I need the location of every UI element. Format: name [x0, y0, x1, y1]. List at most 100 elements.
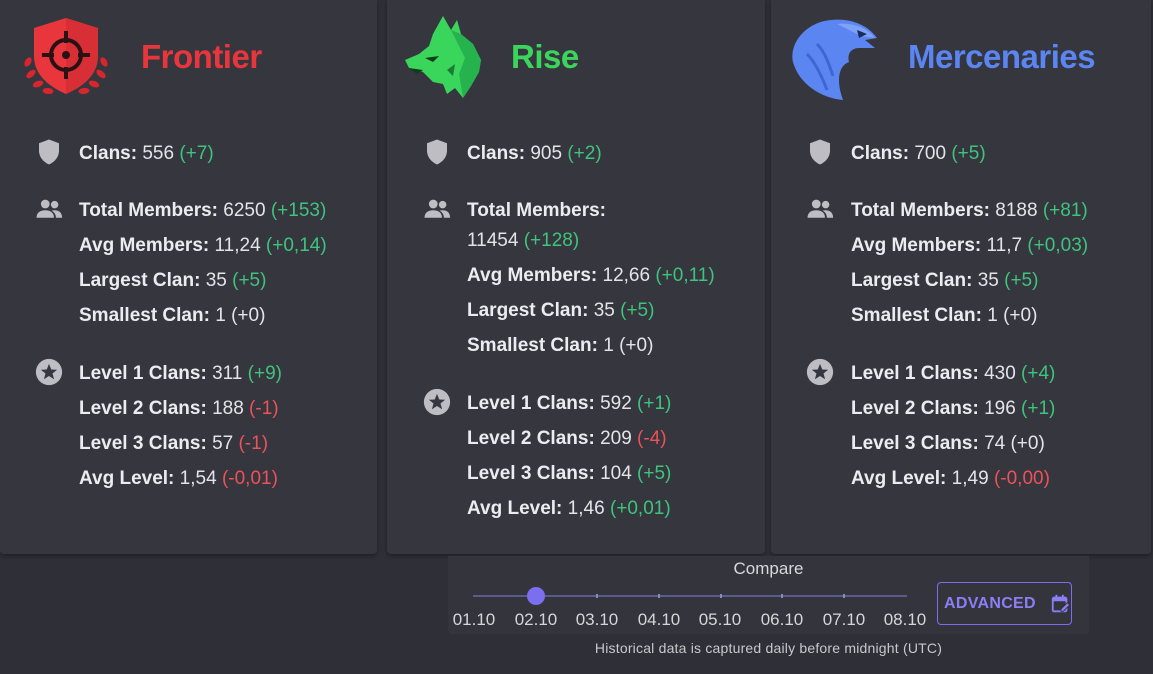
shield-icon — [39, 139, 59, 165]
faction-name: Mercenaries — [908, 38, 1096, 75]
stat-delta: (+5) — [620, 300, 655, 321]
advanced-button[interactable]: ADVANCED — [937, 582, 1072, 625]
stat-value: 11,7 — [986, 235, 1023, 256]
stat-delta: (+2) — [567, 143, 602, 164]
date-label[interactable]: 08.10 — [883, 610, 927, 629]
compare-panel: 01.10 02.10 03.10 04.10 05.10 06.10 07.1… — [448, 556, 1089, 634]
stat-value: 35 — [205, 270, 227, 291]
stat-delta: (+0,14) — [265, 235, 327, 256]
stat-label: Total Members: — [851, 200, 991, 221]
stat-value: 1 — [215, 305, 226, 326]
date-label[interactable]: 03.10 — [575, 610, 619, 629]
stat-label: Largest Clan: — [467, 300, 589, 321]
stat-label: Level 3 Clans: — [467, 463, 595, 484]
stat-value: 905 — [530, 143, 563, 164]
stat-delta: (+128) — [523, 230, 580, 251]
stat-delta: (+153) — [270, 200, 327, 221]
stat-delta: (+5) — [951, 143, 986, 164]
stat-delta: (+1) — [1021, 398, 1056, 419]
stat-value: 8188 — [995, 200, 1038, 221]
level1-clans-stat: Level 1 Clans: 311 (+9) — [79, 362, 282, 386]
clans-stat: Clans: 700 (+5) — [851, 142, 986, 166]
stat-value: 196 — [984, 398, 1016, 419]
star-circle-icon — [423, 388, 451, 416]
stat-value: 209 — [600, 428, 632, 449]
date-label[interactable]: 06.10 — [760, 610, 804, 629]
stat-value: 11454 — [467, 230, 519, 251]
stat-value: 6250 — [223, 200, 266, 221]
stat-delta: (+0,03) — [1027, 235, 1089, 256]
level2-clans-stat: Level 2 Clans: 196 (+1) — [851, 397, 1055, 421]
faction-card-mercenaries: Mercenaries Clans: 700 (+5) Total Member… — [771, 0, 1151, 554]
stat-label: Level 1 Clans: — [467, 393, 595, 414]
people-icon — [36, 199, 63, 218]
stat-value: 592 — [600, 393, 632, 414]
level3-clans-stat: Level 3 Clans: 74 (+0) — [851, 432, 1045, 456]
stat-label: Total Members: — [79, 200, 219, 221]
stat-delta: (+4) — [1021, 363, 1056, 384]
stat-label: Avg Level: — [467, 498, 563, 519]
stat-label: Smallest Clan: — [851, 305, 982, 326]
slider-tick — [720, 594, 722, 598]
faction-card-rise: Rise Clans: 905 (+2) Total Members: 1145… — [387, 0, 765, 554]
stat-label: Level 2 Clans: — [851, 398, 979, 419]
largest-clan-stat: Largest Clan: 35 (+5) — [467, 299, 654, 323]
date-label[interactable]: 05.10 — [698, 610, 742, 629]
total-members-stat: Total Members: 6250 (+153) — [79, 199, 326, 223]
slider-tick — [596, 594, 598, 598]
level1-clans-stat: Level 1 Clans: 592 (+1) — [467, 392, 671, 416]
stat-label: Smallest Clan: — [79, 305, 210, 326]
stat-value: 74 — [984, 433, 1006, 454]
stat-delta: (+5) — [1004, 270, 1039, 291]
stat-delta: (+1) — [637, 393, 672, 414]
stat-label: Clans: — [467, 143, 526, 164]
shield-icon — [427, 139, 447, 165]
clans-stat: Clans: 556 (+7) — [79, 142, 214, 166]
calendar-edit-icon — [1051, 594, 1071, 613]
stat-label: Level 3 Clans: — [79, 433, 207, 454]
avg-level-stat: Avg Level: 1,54 (-0,01) — [79, 467, 278, 491]
date-label[interactable]: 07.10 — [822, 610, 866, 629]
stat-value: 556 — [142, 143, 175, 164]
slider-tick — [658, 594, 660, 598]
clans-stat: Clans: 905 (+2) — [467, 142, 602, 166]
stat-delta: (-0,01) — [221, 468, 278, 489]
level3-clans-stat: Level 3 Clans: 104 (+5) — [467, 462, 671, 486]
total-members-stat: Total Members: 8188 (+81) — [851, 199, 1088, 223]
date-slider-thumb[interactable] — [527, 587, 545, 605]
advanced-button-label: ADVANCED — [944, 595, 1036, 612]
stat-value: 1,49 — [951, 468, 989, 489]
stat-value: 1 — [603, 335, 614, 356]
level2-clans-stat: Level 2 Clans: 209 (-4) — [467, 427, 667, 451]
stat-delta: (-1) — [249, 398, 279, 419]
avg-members-stat: Avg Members: 12,66 (+0,11) — [467, 264, 715, 288]
stat-value: 700 — [914, 143, 947, 164]
people-icon — [807, 199, 834, 218]
total-members-label-line: Total Members: — [467, 199, 606, 223]
stat-label: Level 3 Clans: — [851, 433, 979, 454]
stat-delta: (+9) — [247, 363, 282, 384]
stat-delta: (+0,01) — [609, 498, 671, 519]
avg-level-stat: Avg Level: 1,46 (+0,01) — [467, 497, 671, 521]
smallest-clan-stat: Smallest Clan: 1 (+0) — [467, 334, 653, 358]
eagle-head-logo — [792, 19, 877, 100]
largest-clan-stat: Largest Clan: 35 (+5) — [851, 269, 1038, 293]
stat-value: 188 — [212, 398, 244, 419]
stat-label: Clans: — [851, 143, 910, 164]
star-circle-icon — [35, 358, 63, 386]
stat-label: Avg Members: — [851, 235, 982, 256]
date-label[interactable]: 02.10 — [514, 610, 558, 629]
largest-clan-stat: Largest Clan: 35 (+5) — [79, 269, 266, 293]
stat-delta: (+0) — [1010, 433, 1045, 454]
stat-delta: (+0,11) — [655, 265, 715, 286]
stat-value: 35 — [977, 270, 999, 291]
date-slider-track[interactable] — [473, 595, 907, 597]
stat-label: Largest Clan: — [79, 270, 201, 291]
stat-delta: (-4) — [637, 428, 667, 449]
stat-label: Clans: — [79, 143, 138, 164]
historical-data-note: Historical data is captured daily before… — [594, 640, 943, 656]
total-members-value-line: 11454 (+128) — [467, 229, 579, 253]
date-label[interactable]: 04.10 — [637, 610, 681, 629]
stat-label: Avg Members: — [79, 235, 210, 256]
date-label[interactable]: 01.10 — [452, 610, 496, 629]
